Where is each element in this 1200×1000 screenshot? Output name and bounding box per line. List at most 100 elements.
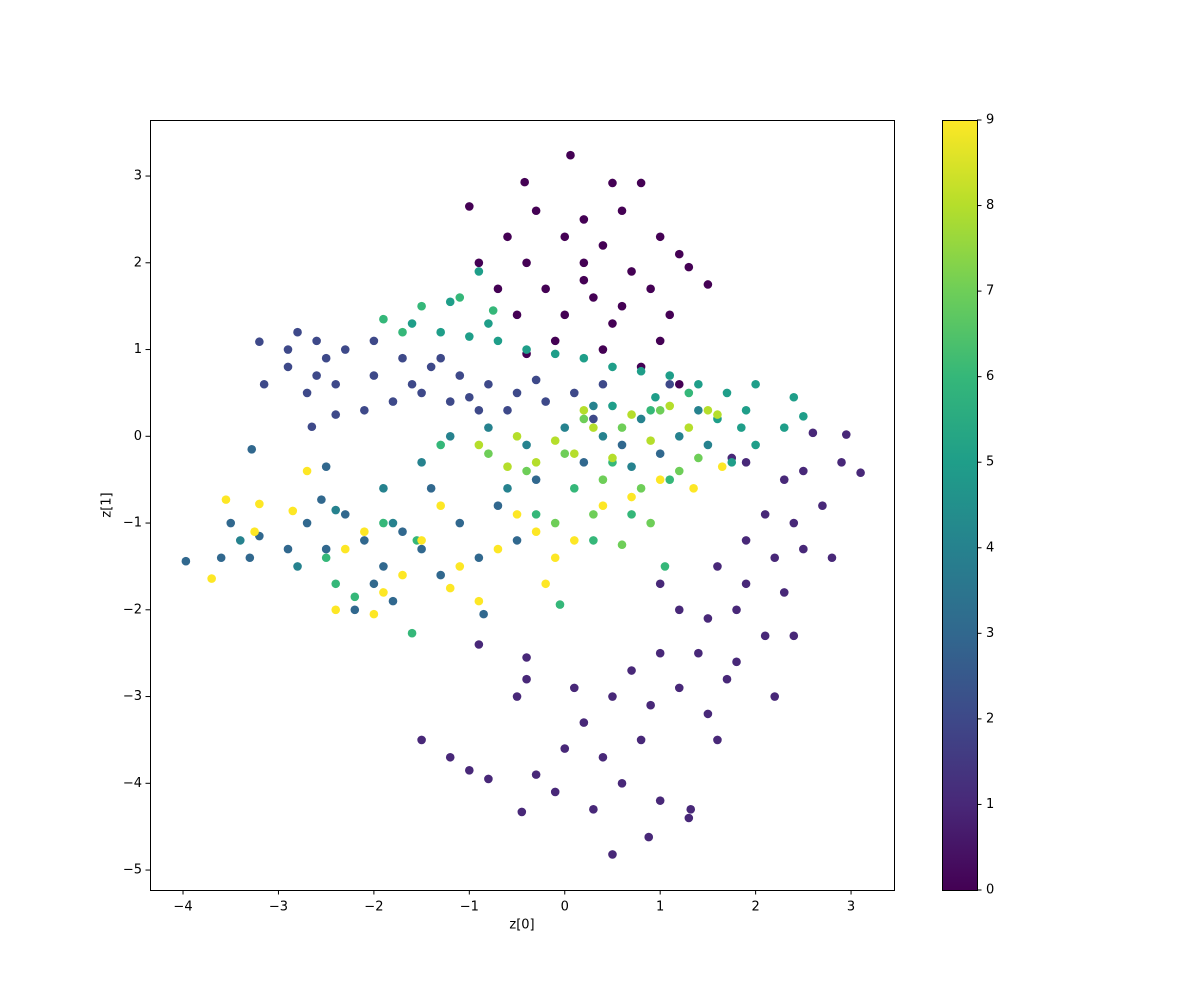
- y-tick-label: −2: [123, 602, 142, 617]
- point: [474, 267, 484, 276]
- point: [627, 510, 636, 519]
- point: [426, 362, 436, 372]
- point: [579, 258, 589, 268]
- point: [608, 401, 617, 411]
- point: [608, 850, 617, 859]
- point: [713, 562, 722, 571]
- point: [684, 813, 694, 823]
- point: [722, 674, 732, 684]
- point: [655, 232, 665, 242]
- point: [493, 284, 503, 294]
- point: [369, 579, 379, 589]
- y-tick-label: −4: [123, 776, 142, 791]
- point: [379, 518, 388, 528]
- point: [283, 362, 293, 372]
- point: [512, 536, 522, 545]
- point: [665, 401, 675, 411]
- point: [250, 527, 259, 537]
- point: [560, 449, 570, 458]
- point: [703, 280, 713, 289]
- point: [737, 423, 746, 432]
- point: [503, 405, 512, 415]
- point: [455, 518, 465, 528]
- point: [522, 440, 531, 450]
- point: [789, 392, 799, 402]
- colorbar-tick-label: 6: [986, 369, 994, 384]
- point: [474, 258, 484, 268]
- point: [598, 345, 608, 354]
- point: [207, 574, 216, 583]
- point: [360, 405, 369, 415]
- point: [445, 752, 455, 762]
- point: [741, 458, 751, 467]
- colorbar-tick-label: 9: [986, 113, 994, 128]
- point: [455, 562, 465, 571]
- point: [617, 423, 627, 432]
- point: [293, 327, 302, 337]
- point: [331, 605, 341, 615]
- point: [484, 379, 493, 389]
- point: [560, 232, 570, 242]
- point: [455, 371, 465, 380]
- colorbar-tick-label: 4: [986, 540, 994, 555]
- colorbar-tick-label: 5: [986, 455, 994, 470]
- point: [713, 735, 722, 745]
- point: [779, 475, 789, 484]
- point: [555, 600, 565, 609]
- point: [655, 449, 665, 458]
- point: [799, 412, 808, 421]
- point: [655, 648, 665, 658]
- point: [560, 423, 570, 432]
- point: [579, 353, 589, 363]
- x-tick-label: 0: [561, 900, 569, 915]
- point: [417, 536, 426, 545]
- point: [665, 379, 675, 389]
- point: [417, 458, 426, 467]
- point: [445, 297, 455, 307]
- point: [417, 388, 426, 398]
- point: [722, 388, 732, 398]
- point: [302, 518, 312, 528]
- point: [550, 436, 560, 445]
- x-tick-label: −3: [269, 900, 288, 915]
- point: [379, 562, 388, 571]
- point: [598, 501, 608, 510]
- point: [340, 510, 350, 519]
- point: [531, 206, 541, 216]
- point: [646, 405, 655, 415]
- point: [436, 327, 445, 337]
- point: [598, 752, 608, 762]
- point: [493, 544, 503, 554]
- point: [674, 431, 684, 441]
- point: [694, 648, 703, 658]
- point: [436, 353, 445, 363]
- point: [474, 596, 484, 606]
- point: [426, 484, 436, 493]
- point: [655, 475, 665, 484]
- point: [522, 653, 531, 662]
- point: [818, 501, 827, 510]
- x-tick-label: −1: [460, 900, 479, 915]
- point: [388, 596, 398, 606]
- point: [531, 527, 541, 537]
- point: [550, 553, 560, 563]
- point: [181, 556, 191, 566]
- point: [465, 392, 474, 402]
- colorbar-tick-label: 2: [986, 711, 994, 726]
- point: [569, 536, 579, 545]
- point: [808, 428, 818, 438]
- point: [741, 405, 751, 415]
- point: [627, 492, 636, 502]
- point: [474, 440, 484, 450]
- point: [703, 614, 713, 623]
- point: [770, 553, 780, 563]
- point: [579, 215, 589, 224]
- point: [589, 423, 598, 432]
- point: [245, 553, 255, 563]
- point: [627, 410, 636, 419]
- point: [288, 506, 298, 516]
- point: [646, 700, 655, 710]
- point: [531, 770, 541, 779]
- point: [302, 388, 312, 398]
- point: [837, 458, 846, 467]
